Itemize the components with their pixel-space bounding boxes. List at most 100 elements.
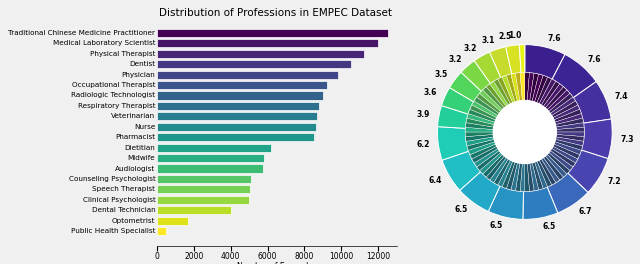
Wedge shape <box>506 74 518 102</box>
Text: 7.2: 7.2 <box>607 177 621 186</box>
Wedge shape <box>470 144 497 159</box>
Wedge shape <box>525 45 565 79</box>
Wedge shape <box>543 156 563 180</box>
Wedge shape <box>556 134 584 141</box>
Text: 7.6: 7.6 <box>548 34 561 43</box>
Wedge shape <box>465 134 493 141</box>
Text: 7.6: 7.6 <box>588 55 602 64</box>
Wedge shape <box>556 118 584 127</box>
Text: 1.0: 1.0 <box>508 31 522 40</box>
Wedge shape <box>479 152 502 174</box>
Circle shape <box>493 101 556 163</box>
Text: 6.2: 6.2 <box>416 140 429 149</box>
Bar <box>157 81 326 89</box>
Wedge shape <box>466 137 494 146</box>
Wedge shape <box>548 93 573 114</box>
Wedge shape <box>527 73 534 101</box>
Wedge shape <box>498 160 513 187</box>
Bar <box>157 164 263 173</box>
Wedge shape <box>515 163 522 191</box>
Text: 7.3: 7.3 <box>621 135 634 144</box>
Wedge shape <box>449 72 481 102</box>
Wedge shape <box>465 132 493 137</box>
Bar <box>157 102 319 110</box>
Wedge shape <box>552 54 596 98</box>
Wedge shape <box>477 150 501 171</box>
Wedge shape <box>466 118 494 127</box>
Wedge shape <box>465 127 493 132</box>
Wedge shape <box>506 162 518 190</box>
Wedge shape <box>532 74 543 102</box>
Text: 3.6: 3.6 <box>424 88 437 97</box>
Wedge shape <box>553 144 580 159</box>
Wedge shape <box>511 163 520 191</box>
Text: 3.2: 3.2 <box>464 44 477 53</box>
Wedge shape <box>537 160 552 187</box>
Text: 6.7: 6.7 <box>579 207 593 216</box>
Wedge shape <box>474 148 499 167</box>
Wedge shape <box>490 47 512 78</box>
Wedge shape <box>556 123 584 130</box>
Wedge shape <box>554 109 581 122</box>
Text: 3.2: 3.2 <box>448 55 461 64</box>
Wedge shape <box>467 114 495 125</box>
Text: 6.5: 6.5 <box>542 222 556 231</box>
Wedge shape <box>523 187 558 219</box>
Wedge shape <box>556 137 584 146</box>
Text: 3.9: 3.9 <box>417 110 430 119</box>
Wedge shape <box>552 146 578 163</box>
Wedge shape <box>532 162 543 190</box>
Wedge shape <box>541 81 560 107</box>
Wedge shape <box>550 148 575 167</box>
Wedge shape <box>552 101 578 118</box>
Wedge shape <box>541 157 560 183</box>
Bar <box>157 175 251 183</box>
Wedge shape <box>556 132 584 137</box>
Wedge shape <box>483 87 504 110</box>
Wedge shape <box>534 76 548 103</box>
Wedge shape <box>506 45 521 74</box>
Wedge shape <box>568 150 608 192</box>
Wedge shape <box>545 87 567 110</box>
Wedge shape <box>515 73 522 101</box>
Wedge shape <box>493 79 511 105</box>
Wedge shape <box>539 79 556 105</box>
Wedge shape <box>442 151 481 190</box>
Wedge shape <box>553 105 580 120</box>
Wedge shape <box>525 73 529 101</box>
Text: 2.5: 2.5 <box>498 32 511 41</box>
Wedge shape <box>550 97 575 116</box>
Wedge shape <box>461 61 490 91</box>
Wedge shape <box>467 139 495 150</box>
Wedge shape <box>474 97 499 116</box>
Wedge shape <box>525 163 529 191</box>
Bar <box>157 144 271 152</box>
X-axis label: Number of Examples: Number of Examples <box>237 262 317 264</box>
Wedge shape <box>437 127 468 160</box>
Bar <box>157 29 388 37</box>
Wedge shape <box>502 161 515 188</box>
Bar <box>157 217 188 225</box>
Wedge shape <box>486 156 506 180</box>
Wedge shape <box>493 159 511 185</box>
Wedge shape <box>527 163 534 191</box>
Text: 3.5: 3.5 <box>435 70 448 79</box>
Wedge shape <box>555 139 582 150</box>
Wedge shape <box>438 106 468 128</box>
Bar <box>157 70 338 79</box>
Wedge shape <box>460 172 500 211</box>
Bar <box>157 50 364 58</box>
Wedge shape <box>537 77 552 104</box>
Text: 6.4: 6.4 <box>428 176 442 185</box>
Wedge shape <box>468 109 496 122</box>
Wedge shape <box>548 150 573 171</box>
Wedge shape <box>519 45 525 73</box>
Wedge shape <box>539 159 556 185</box>
Wedge shape <box>545 154 567 177</box>
Text: 7.4: 7.4 <box>614 92 627 101</box>
Wedge shape <box>465 123 493 130</box>
Wedge shape <box>472 146 498 163</box>
Wedge shape <box>554 142 581 155</box>
Text: 6.5: 6.5 <box>454 205 468 214</box>
Wedge shape <box>573 82 611 123</box>
